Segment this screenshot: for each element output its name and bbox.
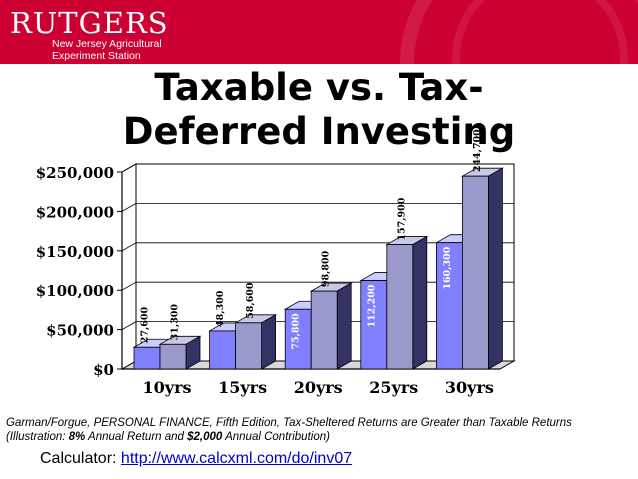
logo-subtitle: New Jersey Agricultural Experiment Stati… [52,38,162,62]
slide-title-line2: Deferred Investing [122,110,516,153]
data-label-15yrs-series-2: 58,600 [245,282,256,319]
data-label-20yrs-series-1: 75,800 [291,313,302,350]
bar-15yrs-series-2 [234,314,278,370]
rutgers-logo: RUTGERS [10,6,169,40]
y-tick-label: $200,000 [36,203,114,221]
data-label-30yrs-series-2: 244,700 [472,129,483,172]
seal-watermark-inner [452,0,628,64]
caption-contribution: $2,000 [187,431,223,443]
calculator-line: Calculator: http://www.calcxml.com/do/in… [40,450,352,468]
y-tick-label: $50,000 [46,322,114,340]
y-tick-label: $0 [93,361,114,379]
logo-subtitle-line2: Experiment Station [52,50,141,62]
data-label-25yrs-series-2: 157,900 [396,197,407,240]
gridline-diagonal [121,163,137,173]
data-label-20yrs-series-2: 98,800 [321,250,332,287]
caption-text-2: Annual Return and [85,431,188,443]
logo-subtitle-line1: New Jersey Agricultural [52,38,162,50]
chart-side-wall [121,163,137,370]
x-tick-label-25yrs: 25yrs [369,378,418,397]
gridline-diagonal [121,203,137,212]
caption-text-1: Garman/Forgue, PERSONAL FINANCE, Fifth E… [6,417,572,443]
x-tick-label-10yrs: 10yrs [143,378,192,397]
data-label-30yrs-series-1: 160,300 [442,246,453,289]
x-tick-label-15yrs: 15yrs [218,378,267,397]
bar-20yrs-series-2 [309,282,353,370]
slide-title-line1: Taxable vs. Tax- [154,66,484,109]
y-tick-label: $100,000 [36,282,114,300]
header-banner: RUTGERS New Jersey Agricultural Experime… [0,0,638,64]
bar-10yrs-series-2 [158,335,202,370]
gridline-diagonal [121,242,137,252]
calculator-label: Calculator: [40,450,121,467]
y-tick-label: $150,000 [36,243,114,261]
data-label-10yrs-series-2: 31,300 [170,304,181,341]
gridline-diagonal [121,281,137,291]
bar-30yrs-series-2 [460,167,504,370]
calculator-link[interactable]: http://www.calcxml.com/do/inv07 [120,450,353,467]
data-label-10yrs-series-1: 27,600 [140,307,151,344]
data-label-15yrs-series-1: 48,300 [215,290,226,327]
source-caption: Garman/Forgue, PERSONAL FINANCE, Fifth E… [6,416,632,444]
caption-rate: 8% [68,431,86,443]
slide-title: Taxable vs. Tax- Deferred Investing [0,66,638,154]
bar-25yrs-series-2 [385,235,429,370]
data-label-25yrs-series-1: 112,200 [366,284,377,327]
y-tick-label: $250,000 [36,164,114,182]
caption-text-3: Annual Contribution) [222,431,330,443]
x-tick-label-30yrs: 30yrs [445,378,494,397]
gridline-diagonal [121,321,137,330]
x-tick-label-20yrs: 20yrs [294,378,343,397]
